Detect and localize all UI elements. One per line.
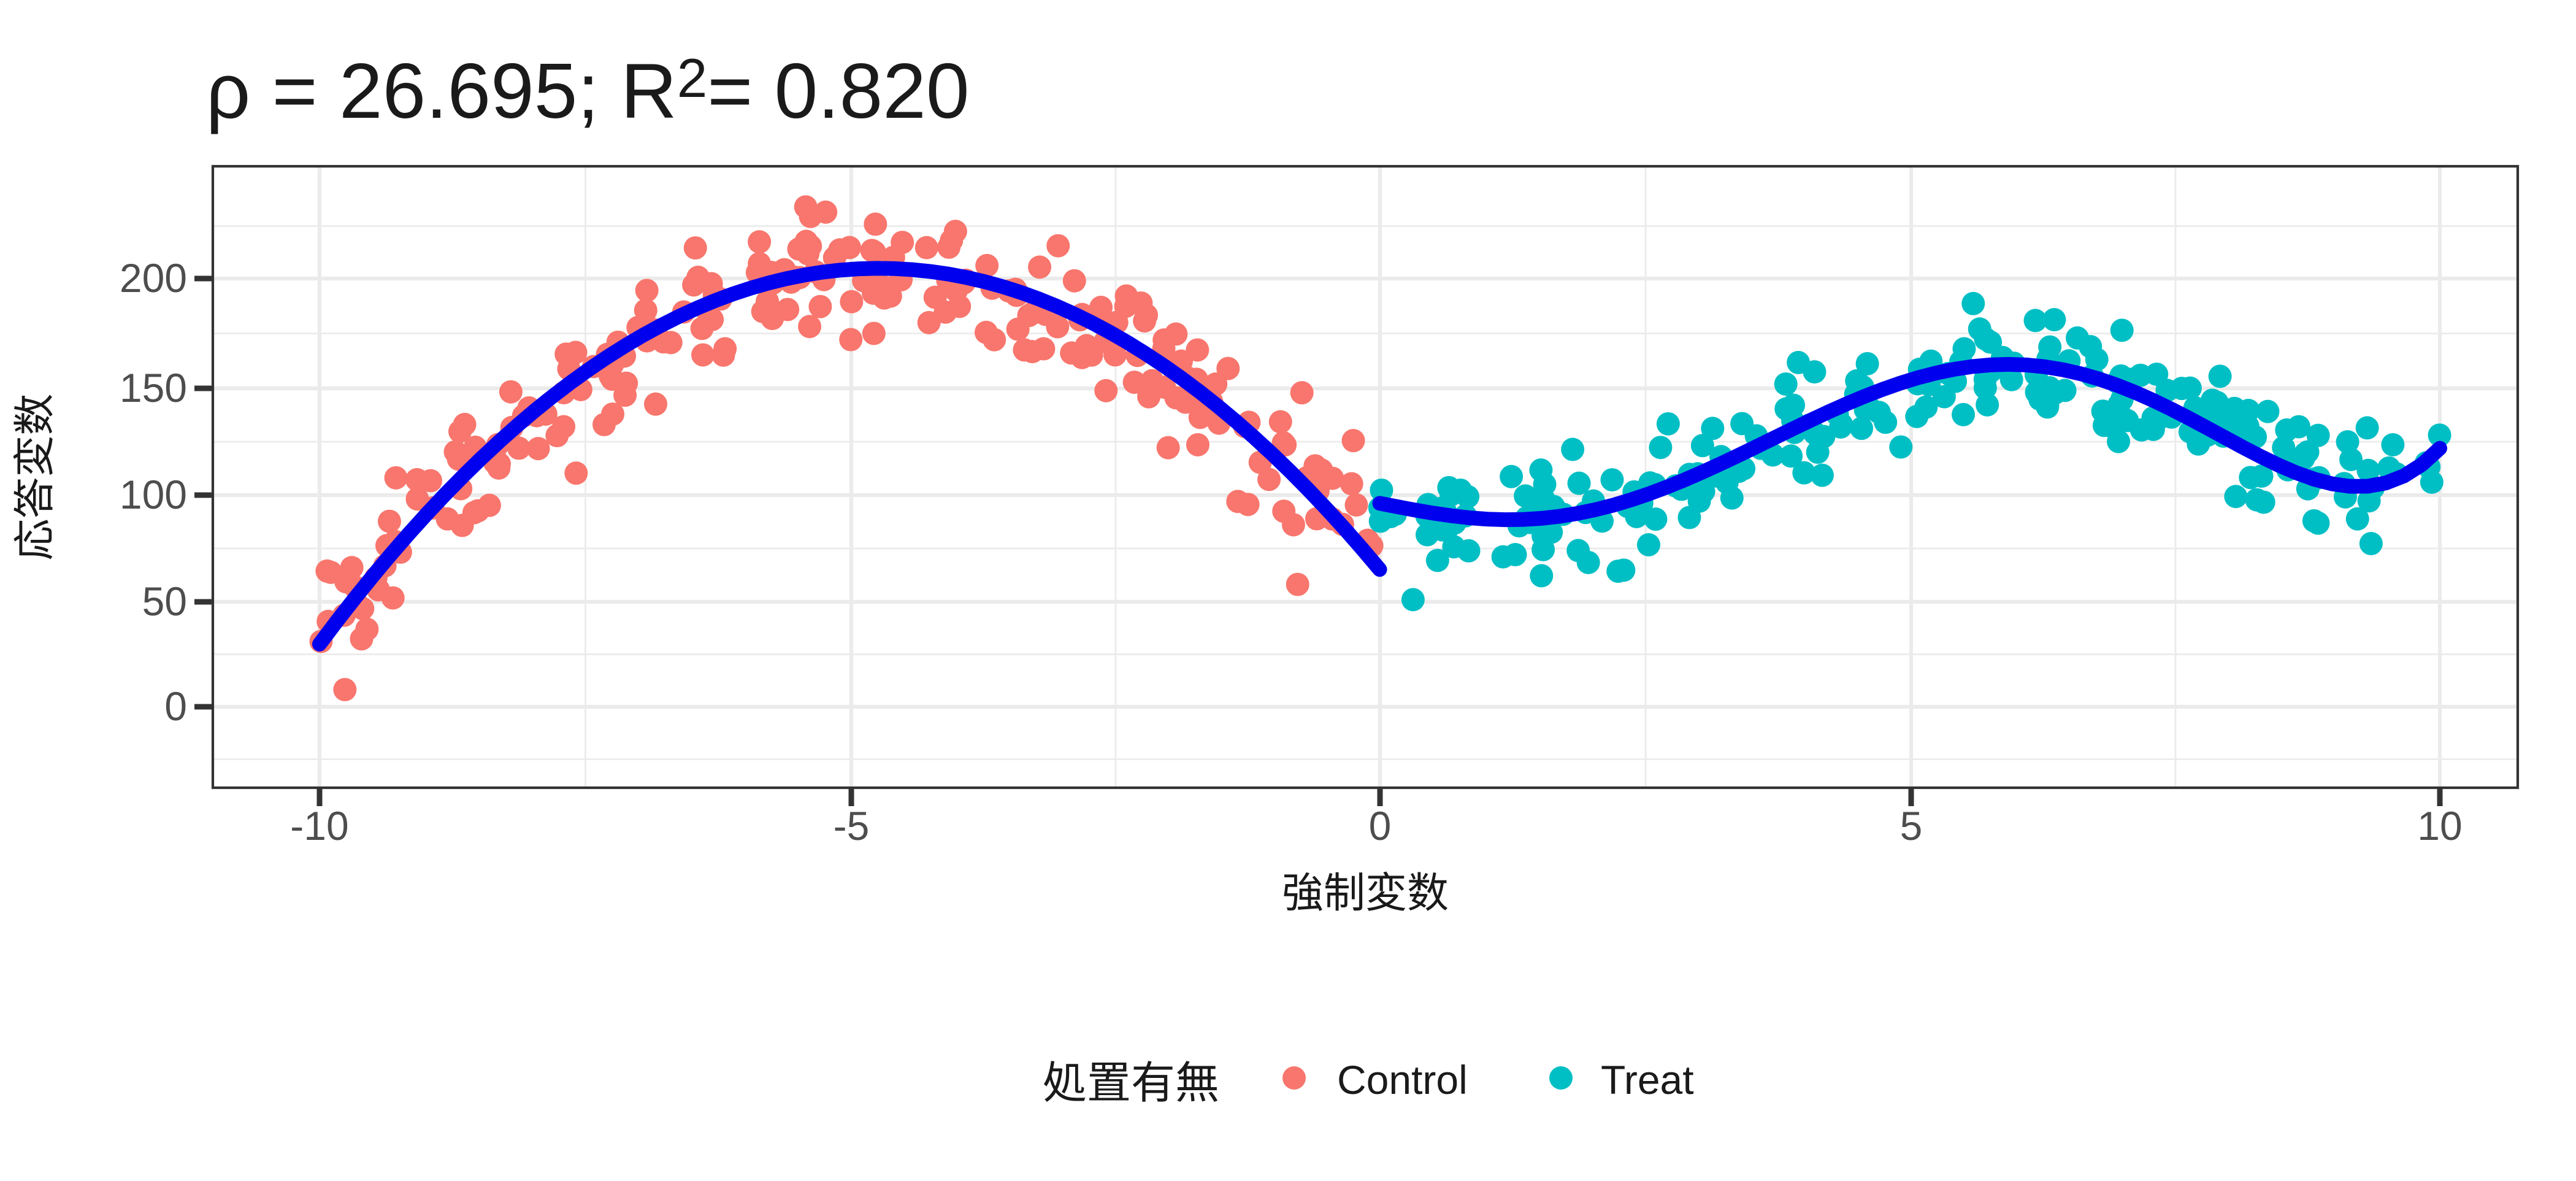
svg-text:Control: Control	[1337, 1057, 1468, 1102]
svg-text:-5: -5	[834, 803, 870, 848]
svg-text:150: 150	[120, 365, 187, 410]
svg-text:強制変数: 強制変数	[1282, 870, 1449, 917]
svg-text:100: 100	[120, 472, 187, 517]
svg-text:ρ = 26.695; R2= 0.820: ρ = 26.695; R2= 0.820	[206, 47, 969, 134]
svg-text:応答変数: 応答変数	[12, 393, 58, 560]
svg-text:5: 5	[1900, 803, 1923, 848]
svg-text:-10: -10	[290, 803, 348, 848]
svg-text:0: 0	[164, 683, 187, 729]
svg-text:処置有無: 処置有無	[1043, 1059, 1219, 1108]
svg-text:50: 50	[142, 579, 187, 624]
svg-text:200: 200	[120, 255, 187, 301]
svg-text:10: 10	[2417, 803, 2462, 848]
svg-text:Treat: Treat	[1601, 1057, 1694, 1102]
svg-text:0: 0	[1369, 803, 1392, 848]
